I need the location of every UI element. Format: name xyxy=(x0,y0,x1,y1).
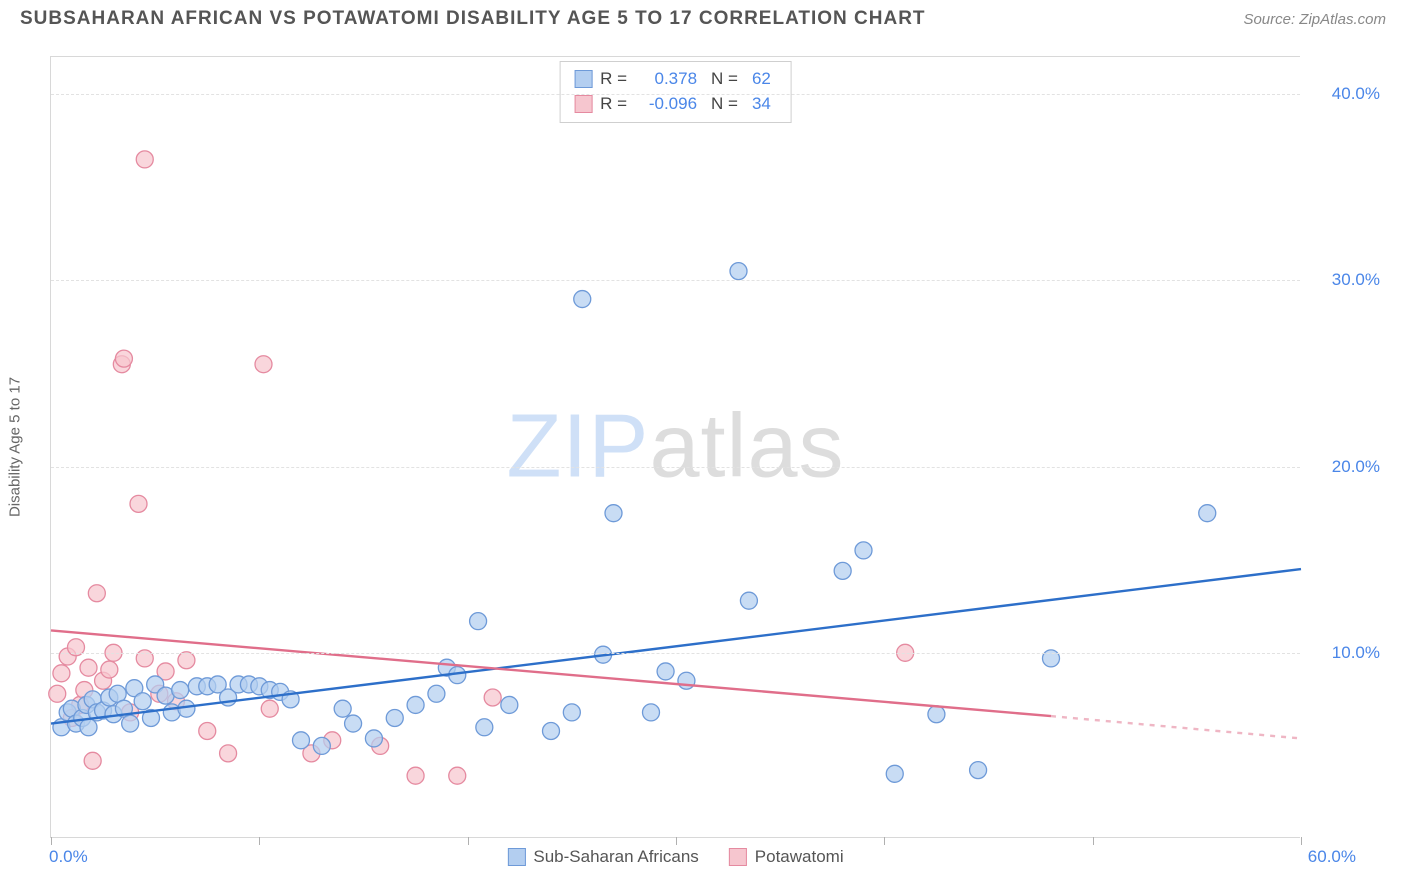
stat-row-a: R = 0.378 N = 62 xyxy=(574,67,777,92)
marker-a xyxy=(928,706,945,723)
marker-a xyxy=(134,693,151,710)
legend-item-a: Sub-Saharan Africans xyxy=(507,847,698,867)
y-tick-label: 40.0% xyxy=(1310,84,1380,104)
marker-a xyxy=(470,613,487,630)
legend-label-b: Potawatomi xyxy=(755,847,844,867)
legend-swatch-b xyxy=(729,848,747,866)
marker-b xyxy=(115,350,132,367)
marker-b xyxy=(255,356,272,373)
marker-a xyxy=(407,696,424,713)
marker-a xyxy=(313,737,330,754)
marker-a xyxy=(476,719,493,736)
y-tick-label: 20.0% xyxy=(1310,457,1380,477)
marker-a xyxy=(172,682,189,699)
marker-b xyxy=(53,665,70,682)
y-axis-label: Disability Age 5 to 17 xyxy=(7,377,24,517)
marker-a xyxy=(80,719,97,736)
legend-label-a: Sub-Saharan Africans xyxy=(533,847,698,867)
marker-a xyxy=(1199,505,1216,522)
marker-a xyxy=(605,505,622,522)
stat-box: R = 0.378 N = 62 R = -0.096 N = 34 xyxy=(559,61,792,123)
marker-b xyxy=(484,689,501,706)
marker-a xyxy=(678,672,695,689)
marker-a xyxy=(563,704,580,721)
marker-b xyxy=(88,585,105,602)
bottom-legend: Sub-Saharan Africans Potawatomi xyxy=(507,847,843,867)
marker-b xyxy=(220,745,237,762)
gridline xyxy=(51,94,1300,95)
marker-a xyxy=(345,715,362,732)
chart-svg xyxy=(51,57,1301,839)
marker-b xyxy=(178,652,195,669)
trendline-b-dash xyxy=(1051,716,1301,738)
marker-a xyxy=(970,762,987,779)
y-tick-label: 30.0% xyxy=(1310,270,1380,290)
x-min-label: 0.0% xyxy=(49,847,88,867)
marker-a xyxy=(122,715,139,732)
x-tick xyxy=(1301,837,1302,845)
marker-b xyxy=(199,723,216,740)
r-label-b: R = xyxy=(600,92,627,117)
marker-b xyxy=(136,151,153,168)
marker-b xyxy=(49,685,66,702)
header: SUBSAHARAN AFRICAN VS POTAWATOMI DISABIL… xyxy=(0,0,1406,44)
x-tick xyxy=(676,837,677,845)
swatch-b xyxy=(574,95,592,113)
x-tick xyxy=(468,837,469,845)
plot-area: Disability Age 5 to 17 ZIPatlas R = 0.37… xyxy=(50,56,1300,838)
marker-a xyxy=(334,700,351,717)
chart-title: SUBSAHARAN AFRICAN VS POTAWATOMI DISABIL… xyxy=(20,8,926,30)
marker-a xyxy=(428,685,445,702)
marker-a xyxy=(293,732,310,749)
y-tick-label: 10.0% xyxy=(1310,643,1380,663)
plot-wrap: Disability Age 5 to 17 ZIPatlas R = 0.37… xyxy=(50,56,1386,838)
gridline xyxy=(51,280,1300,281)
marker-a xyxy=(543,723,560,740)
marker-b xyxy=(80,659,97,676)
n-value-b: 34 xyxy=(752,92,771,117)
n-value-a: 62 xyxy=(752,67,771,92)
marker-a xyxy=(657,663,674,680)
marker-a xyxy=(886,765,903,782)
legend-item-b: Potawatomi xyxy=(729,847,844,867)
trendline-b xyxy=(51,630,1051,716)
legend-swatch-a xyxy=(507,848,525,866)
stat-row-b: R = -0.096 N = 34 xyxy=(574,92,777,117)
marker-a xyxy=(365,730,382,747)
x-tick xyxy=(51,837,52,845)
marker-b xyxy=(130,495,147,512)
marker-a xyxy=(834,562,851,579)
r-value-b: -0.096 xyxy=(641,92,697,117)
marker-a xyxy=(501,696,518,713)
marker-a xyxy=(730,263,747,280)
marker-b xyxy=(407,767,424,784)
r-label-a: R = xyxy=(600,67,627,92)
n-label-a: N = xyxy=(711,67,738,92)
marker-b xyxy=(101,661,118,678)
marker-a xyxy=(386,709,403,726)
x-tick xyxy=(1093,837,1094,845)
gridline xyxy=(51,653,1300,654)
x-max-label: 60.0% xyxy=(1308,847,1356,867)
n-label-b: N = xyxy=(711,92,738,117)
source-label: Source: ZipAtlas.com xyxy=(1243,11,1386,28)
r-value-a: 0.378 xyxy=(641,67,697,92)
swatch-a xyxy=(574,70,592,88)
gridline xyxy=(51,467,1300,468)
marker-a xyxy=(574,291,591,308)
marker-a xyxy=(740,592,757,609)
marker-b xyxy=(84,752,101,769)
marker-a xyxy=(855,542,872,559)
marker-a xyxy=(643,704,660,721)
marker-b xyxy=(449,767,466,784)
x-tick xyxy=(259,837,260,845)
marker-b xyxy=(261,700,278,717)
x-tick xyxy=(884,837,885,845)
